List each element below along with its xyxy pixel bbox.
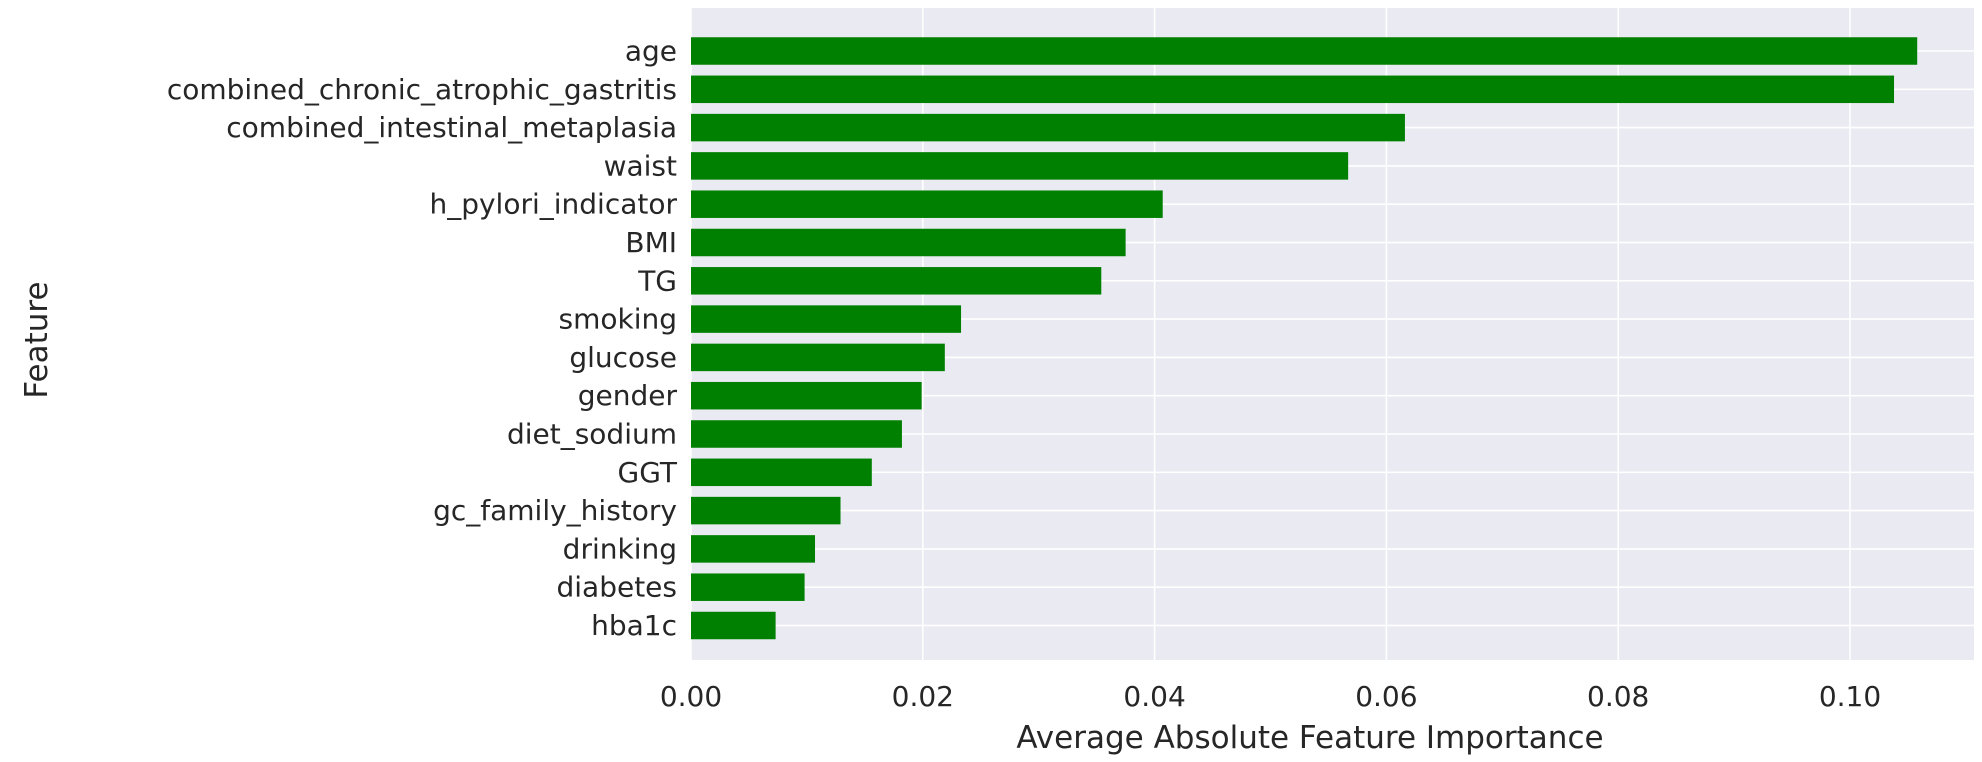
bar-smoking xyxy=(691,305,962,333)
y-tick-label: combined_chronic_atrophic_gastritis xyxy=(167,73,677,106)
y-tick-label: smoking xyxy=(558,303,677,336)
bar-BMI xyxy=(691,228,1126,257)
y-tick-label: hba1c xyxy=(591,609,677,642)
y-tick-label: gc_family_history xyxy=(433,494,677,527)
y-tick-label: drinking xyxy=(563,532,677,565)
x-tick-label: 0.00 xyxy=(660,680,722,713)
bar-glucose xyxy=(691,343,945,372)
bar-GGT xyxy=(691,458,872,487)
bars xyxy=(691,37,1918,640)
y-tick-label: glucose xyxy=(569,341,677,374)
bar-diabetes xyxy=(691,573,805,601)
y-tick-label: BMI xyxy=(625,226,677,259)
y-tick-label: diet_sodium xyxy=(507,418,677,451)
y-tick-label: age xyxy=(625,35,677,68)
bar-waist xyxy=(691,152,1349,180)
plot-area xyxy=(691,8,1974,660)
bar-TG xyxy=(691,267,1102,295)
bar-h_pylori_indicator xyxy=(691,190,1163,218)
y-tick-label: gender xyxy=(578,379,678,412)
x-tick-label: 0.02 xyxy=(892,680,954,713)
bar-combined_chronic_atrophic_gastritis xyxy=(691,75,1895,104)
x-tick-label: 0.08 xyxy=(1587,680,1649,713)
bar-gender xyxy=(691,381,922,410)
x-tick-labels: 0.00 0.02 0.04 0.06 0.08 0.10 xyxy=(660,680,1881,713)
bar-hba1c xyxy=(691,611,776,640)
bar-diet_sodium xyxy=(691,420,902,448)
y-tick-label: diabetes xyxy=(556,571,677,604)
x-tick-label: 0.10 xyxy=(1819,680,1881,713)
bar-age xyxy=(691,37,1918,65)
x-tick-label: 0.04 xyxy=(1123,680,1185,713)
y-tick-label: waist xyxy=(604,149,677,182)
y-tick-label: TG xyxy=(637,264,677,297)
bar-combined_intestinal_metaplasia xyxy=(691,113,1405,142)
x-axis-label: Average Absolute Feature Importance xyxy=(1016,720,1603,756)
y-tick-label: GGT xyxy=(618,456,678,489)
x-tick-label: 0.06 xyxy=(1355,680,1417,713)
y-tick-label: h_pylori_indicator xyxy=(429,188,677,221)
y-tick-labels: age combined_chronic_atrophic_gastritisco… xyxy=(167,35,678,643)
y-tick-label: combined_intestinal_metaplasia xyxy=(226,111,677,144)
bar-drinking xyxy=(691,535,816,563)
y-axis-label: Feature xyxy=(19,281,55,398)
bar-gc_family_history xyxy=(691,496,841,525)
